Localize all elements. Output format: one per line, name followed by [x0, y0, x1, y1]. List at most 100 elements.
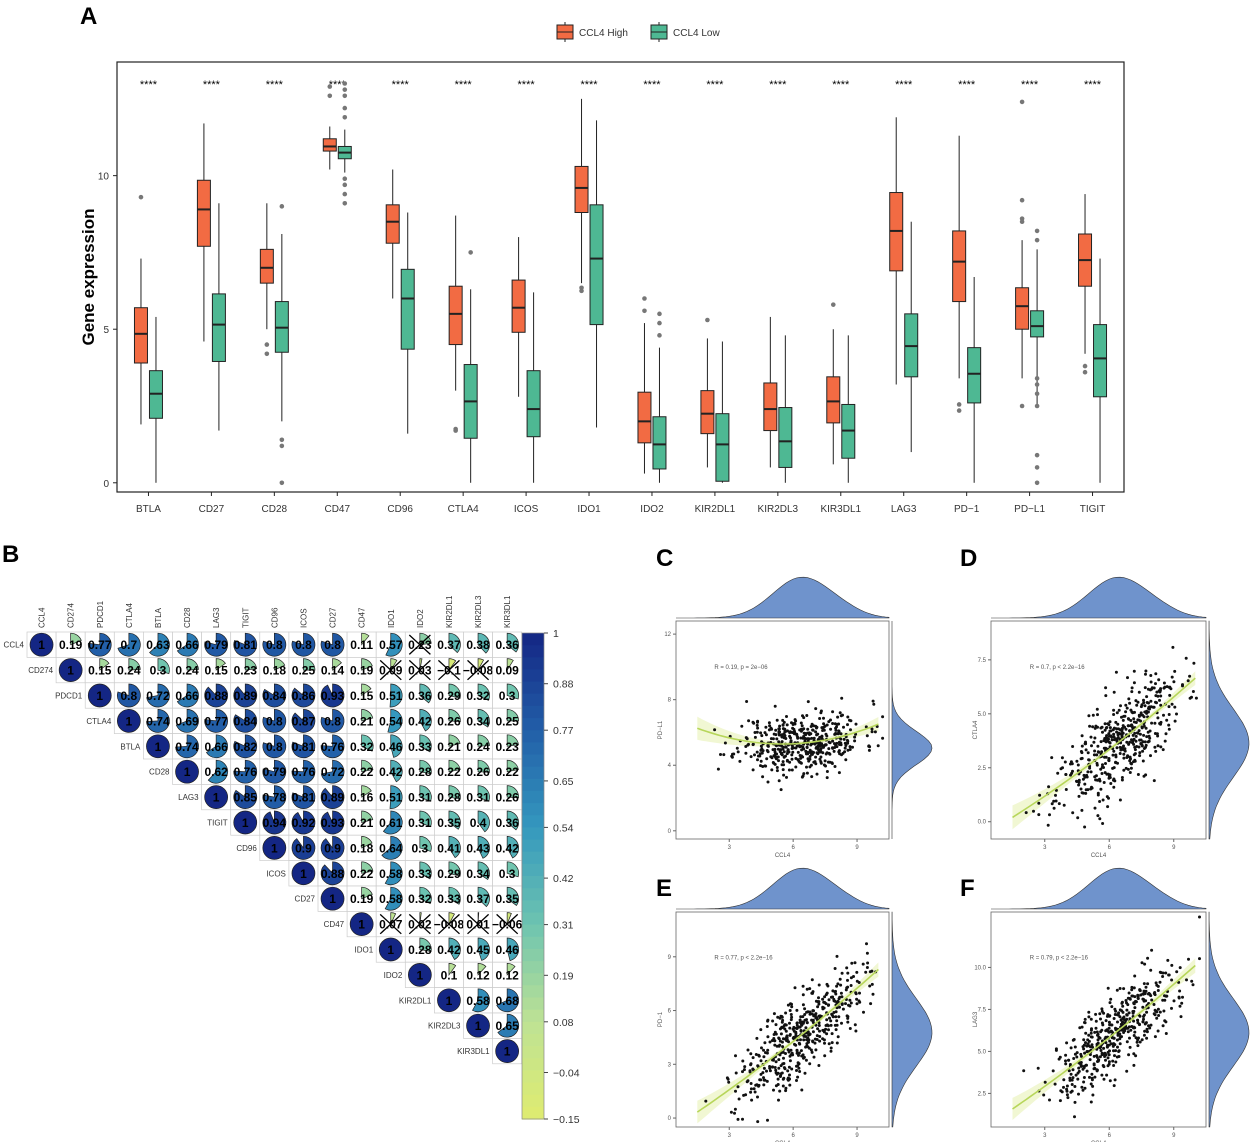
scatter-point	[1152, 992, 1156, 995]
scatter-point	[842, 725, 845, 729]
scatter-point	[1095, 1030, 1099, 1034]
correlation-pie	[262, 709, 287, 733]
scatter-point	[1083, 825, 1087, 829]
correlation-pie	[506, 912, 512, 925]
scatter-point	[1136, 1044, 1140, 1048]
scatter-point	[1119, 748, 1123, 752]
scatter-point	[788, 760, 792, 764]
correlation-pie	[99, 658, 110, 671]
scatter-point	[781, 1025, 785, 1029]
scatter-point	[782, 763, 786, 767]
correlation-value: 0.8	[266, 714, 283, 728]
correlation-value: 0.26	[437, 714, 461, 728]
scatter-point	[1192, 661, 1196, 665]
scatter-point	[1114, 753, 1118, 757]
scatter-point	[777, 740, 781, 744]
correlation-value: 0.24	[466, 740, 490, 754]
scatter-point	[779, 788, 783, 792]
scatter-point	[823, 1001, 827, 1004]
scatter-point	[1080, 734, 1084, 738]
scatter-point	[848, 745, 852, 749]
scatter-point	[1122, 768, 1126, 772]
outlier-point	[279, 437, 285, 443]
scatter-point	[1114, 720, 1118, 724]
scatter-point	[774, 755, 778, 759]
outlier-point	[342, 81, 348, 86]
scatter-point	[1070, 762, 1074, 766]
colorbar-tick-label: 0.77	[553, 725, 574, 737]
correlation-pie	[361, 785, 372, 798]
scatter-point	[781, 768, 785, 772]
y-axis-label: PD−L1	[658, 720, 664, 739]
scatter-point	[790, 753, 794, 757]
scatter-point	[844, 758, 848, 762]
scatter-point	[1096, 750, 1100, 754]
scatter-point	[806, 700, 810, 704]
scatter-point	[1120, 778, 1124, 782]
scatter-point	[805, 1021, 809, 1024]
scatter-point	[1042, 1093, 1046, 1097]
scatter-point	[799, 721, 803, 725]
scatter-point	[1115, 711, 1119, 715]
correlation-pie	[497, 1013, 519, 1038]
correlation-pie	[361, 709, 374, 722]
correlation-value: 0.38	[466, 638, 490, 652]
scatter-point	[858, 991, 861, 995]
correlation-pie	[448, 734, 461, 747]
colorbar-segment	[522, 863, 544, 877]
correlation-pie	[262, 810, 287, 835]
scatter-point	[1089, 1031, 1093, 1035]
scatter-point	[1152, 1003, 1156, 1006]
outlier-point	[657, 333, 662, 338]
scatter-point	[1054, 793, 1057, 797]
heatmap-column-label: CD274	[67, 603, 76, 628]
colorbar-segment	[522, 1106, 544, 1120]
scatter-point	[799, 1038, 802, 1042]
correlation-value: 0.8	[295, 638, 312, 652]
correlation-value: 0.23	[495, 740, 519, 754]
scatter-point	[1104, 694, 1108, 698]
scatter-point	[1118, 1042, 1122, 1046]
confidence-band	[697, 962, 879, 1124]
scatter-point	[825, 1018, 829, 1022]
scatter-point	[791, 746, 795, 749]
scatter-point	[1107, 740, 1111, 744]
scatter-point	[763, 731, 767, 735]
scatter-point	[1112, 690, 1116, 694]
scatter-point	[1088, 1045, 1092, 1049]
scatter-point	[784, 1089, 788, 1093]
scatter-point	[777, 1037, 781, 1041]
correlation-value: 0.37	[466, 892, 490, 906]
scatter-point	[840, 753, 843, 757]
correlation-pie	[506, 836, 519, 859]
scatter-point	[1108, 1079, 1112, 1083]
scatter-point	[778, 1089, 782, 1093]
correlation-value: 0.33	[408, 740, 432, 754]
scatter-point	[809, 725, 813, 728]
scatter-point	[1155, 1016, 1159, 1020]
significance-stars: ****	[329, 79, 347, 91]
scatter-point	[837, 771, 841, 775]
x-tick-label: CD96	[387, 504, 413, 515]
legend-label: CCL4 High	[579, 28, 628, 39]
scatter-point	[1057, 802, 1061, 806]
scatter-point	[814, 707, 818, 711]
scatter-point	[790, 757, 794, 761]
correlation-pie	[477, 912, 480, 925]
scatter-point	[770, 768, 774, 772]
correlation-value: 1	[446, 994, 453, 1008]
scatter-point	[1090, 1078, 1094, 1082]
heatmap-column-label: KIR3DL1	[503, 595, 512, 628]
scatter-point	[1122, 756, 1126, 760]
scatter-point	[1132, 669, 1136, 673]
scatter-point	[830, 762, 834, 765]
x-tick-label: ICOS	[514, 504, 539, 515]
correlation-value: 0.15	[350, 689, 374, 703]
correlation-pie	[477, 709, 490, 728]
scatter-point	[755, 723, 759, 727]
scatter-point	[799, 1049, 803, 1053]
scatter-point	[1136, 1018, 1140, 1022]
scatter-point	[1070, 1083, 1074, 1086]
significance-stars: ****	[958, 79, 976, 91]
scatter-point	[787, 1065, 791, 1069]
